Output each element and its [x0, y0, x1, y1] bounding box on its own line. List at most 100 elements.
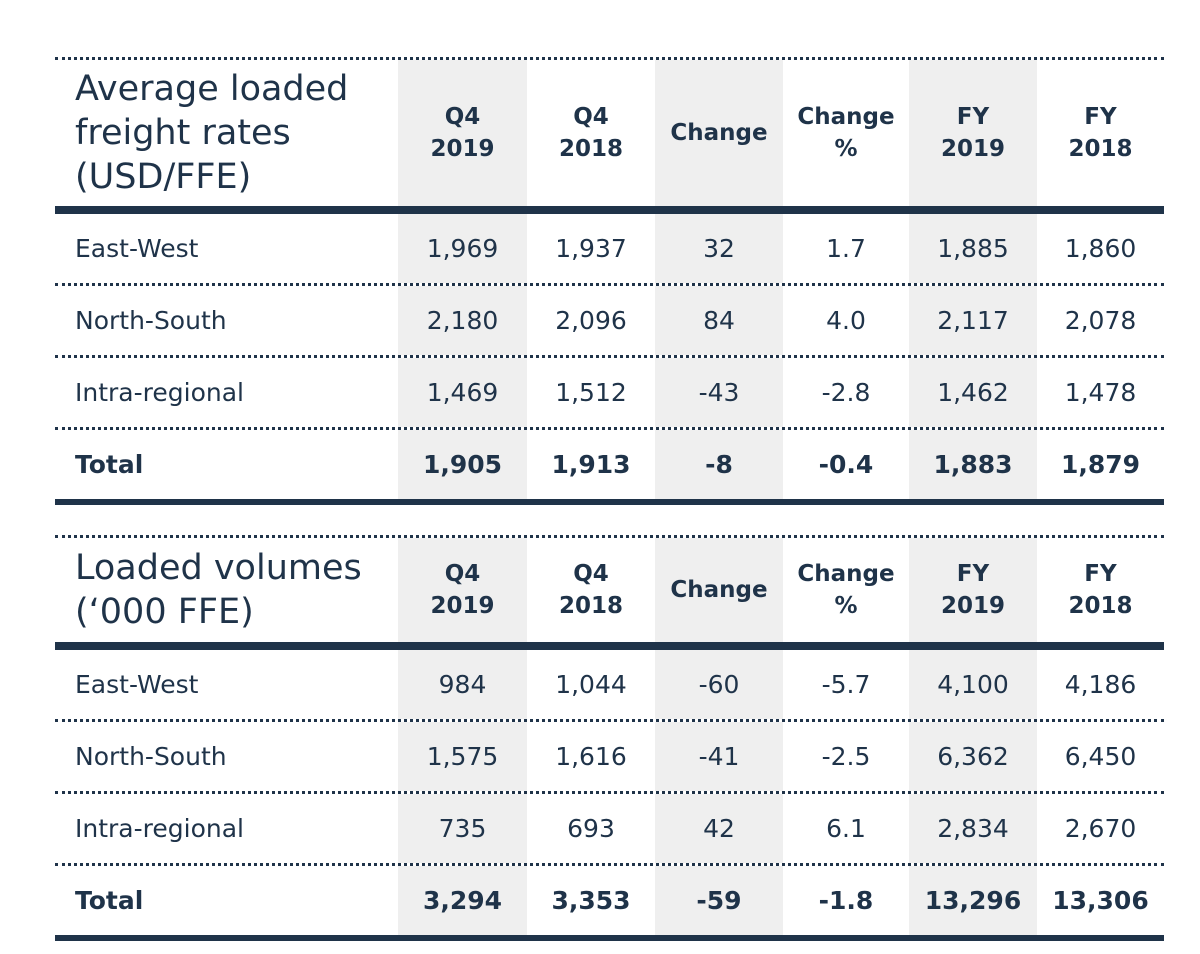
row-label: East-West	[75, 670, 199, 699]
column-header-label: Change	[670, 120, 768, 146]
header-divider	[55, 642, 1164, 650]
table-cell: -60	[698, 670, 740, 699]
table-cell: 1,879	[1060, 450, 1141, 479]
row-label: Intra-regional	[75, 814, 244, 843]
table-row: Intra-regional 1,469 1,512 -43 -2.8 1,46…	[55, 358, 1164, 427]
table-bottom-divider	[55, 935, 1164, 941]
column-header-change: Change	[655, 60, 783, 206]
row-label: North-South	[75, 742, 227, 771]
table-cell: 4.0	[826, 306, 866, 335]
column-header-label: Change	[670, 577, 768, 603]
table-cell: 1,469	[426, 378, 499, 407]
column-header-q4-2018: Q4 2018	[527, 538, 655, 642]
column-header-label: Q4 2019	[430, 104, 495, 162]
column-header-label: FY 2019	[940, 561, 1005, 619]
table-row: Intra-regional 735 693 42 6.1 2,834 2,67…	[55, 794, 1164, 863]
row-label: North-South	[75, 306, 227, 335]
table-cell: 2,078	[1064, 306, 1137, 335]
table-cell: 1,860	[1064, 234, 1137, 263]
table-cell: 2,096	[555, 306, 627, 335]
table-cell: 3,353	[551, 886, 631, 915]
table-cell: -41	[698, 742, 740, 771]
table-cell: 984	[438, 670, 487, 699]
table-row: East-West 1,969 1,937 32 1.7 1,885 1,860	[55, 214, 1164, 283]
row-divider	[55, 719, 1164, 722]
table-header: Loaded volumes (‘000 FFE) Q4 2019 Q4 201…	[55, 538, 1164, 642]
column-header-fy-2019: FY 2019	[909, 538, 1037, 642]
table-cell: -59	[696, 886, 742, 915]
table-cell: 1,969	[426, 234, 499, 263]
table-top-divider	[55, 57, 1164, 60]
table-cell: 13,296	[924, 886, 1022, 915]
column-header-q4-2018: Q4 2018	[527, 60, 655, 206]
table-cell: 1,616	[555, 742, 627, 771]
freight-rates-table: Average loaded freight rates (USD/FFE) Q…	[55, 57, 1164, 505]
table-cell: 1,905	[422, 450, 503, 479]
row-divider	[55, 427, 1164, 430]
table-cell: 32	[703, 234, 735, 263]
column-header-label: Q4 2019	[430, 561, 495, 619]
row-label: East-West	[75, 234, 199, 263]
table-cell: 6,362	[937, 742, 1009, 771]
column-header-q4-2019: Q4 2019	[398, 60, 527, 206]
table-cell: -43	[698, 378, 740, 407]
table-cell: -2.5	[821, 742, 871, 771]
table-cell: 1,462	[937, 378, 1009, 407]
column-header-change: Change	[655, 538, 783, 642]
column-header-label: Q4 2018	[558, 561, 623, 619]
table-cell: 693	[567, 814, 615, 843]
table-cell: 1,937	[555, 234, 627, 263]
table-cell: 2,834	[937, 814, 1009, 843]
row-label: Intra-regional	[75, 378, 244, 407]
table-cell: 1,512	[555, 378, 627, 407]
table-cell: 3,294	[422, 886, 503, 915]
table-cell: 84	[703, 306, 735, 335]
column-header-fy-2018: FY 2018	[1037, 60, 1164, 206]
total-row: Total 1,905 1,913 -8 -0.4 1,883 1,879	[55, 430, 1164, 499]
table-cell: 4,186	[1064, 670, 1137, 699]
table-cell: 735	[438, 814, 487, 843]
table-cell: -1.8	[818, 886, 874, 915]
column-header-label: FY 2018	[1068, 104, 1133, 162]
table-title: Average loaded freight rates (USD/FFE)	[75, 69, 349, 197]
table-cell: 1,575	[426, 742, 499, 771]
column-header-label: Change %	[797, 561, 895, 619]
table-cell: 1.7	[826, 234, 866, 263]
table-cell: 6,450	[1064, 742, 1137, 771]
column-header-label: FY 2018	[1068, 561, 1133, 619]
table-cell: 1,913	[551, 450, 631, 479]
table-row: East-West 984 1,044 -60 -5.7 4,100 4,186	[55, 650, 1164, 719]
table-cell: 1,478	[1064, 378, 1137, 407]
table-title: Loaded volumes (‘000 FFE)	[75, 548, 362, 632]
column-header-change-pct: Change %	[783, 538, 909, 642]
table-cell: -0.4	[818, 450, 874, 479]
table-title-cell: Average loaded freight rates (USD/FFE)	[55, 60, 398, 206]
table-cell: -8	[705, 450, 733, 479]
row-divider	[55, 355, 1164, 358]
total-row: Total 3,294 3,353 -59 -1.8 13,296 13,306	[55, 866, 1164, 935]
table-row: North-South 1,575 1,616 -41 -2.5 6,362 6…	[55, 722, 1164, 791]
row-divider	[55, 283, 1164, 286]
table-cell: -2.8	[821, 378, 871, 407]
table-cell: 6.1	[826, 814, 866, 843]
column-header-change-pct: Change %	[783, 60, 909, 206]
table-cell: 1,044	[555, 670, 627, 699]
table-title-cell: Loaded volumes (‘000 FFE)	[55, 538, 398, 642]
row-label: Total	[75, 450, 144, 479]
table-cell: 2,670	[1064, 814, 1137, 843]
table-cell: 1,885	[937, 234, 1009, 263]
table-row: North-South 2,180 2,096 84 4.0 2,117 2,0…	[55, 286, 1164, 355]
table-cell: 42	[703, 814, 735, 843]
table-cell: -5.7	[821, 670, 871, 699]
column-header-fy-2018: FY 2018	[1037, 538, 1164, 642]
column-header-label: Change %	[797, 104, 895, 162]
table-cell: 2,117	[937, 306, 1009, 335]
column-header-fy-2019: FY 2019	[909, 60, 1037, 206]
row-divider	[55, 791, 1164, 794]
column-header-label: FY 2019	[940, 104, 1005, 162]
table-bottom-divider	[55, 499, 1164, 505]
table-cell: 1,883	[933, 450, 1013, 479]
table-cell: 13,306	[1052, 886, 1149, 915]
table-top-divider	[55, 535, 1164, 538]
loaded-volumes-table: Loaded volumes (‘000 FFE) Q4 2019 Q4 201…	[55, 535, 1164, 941]
